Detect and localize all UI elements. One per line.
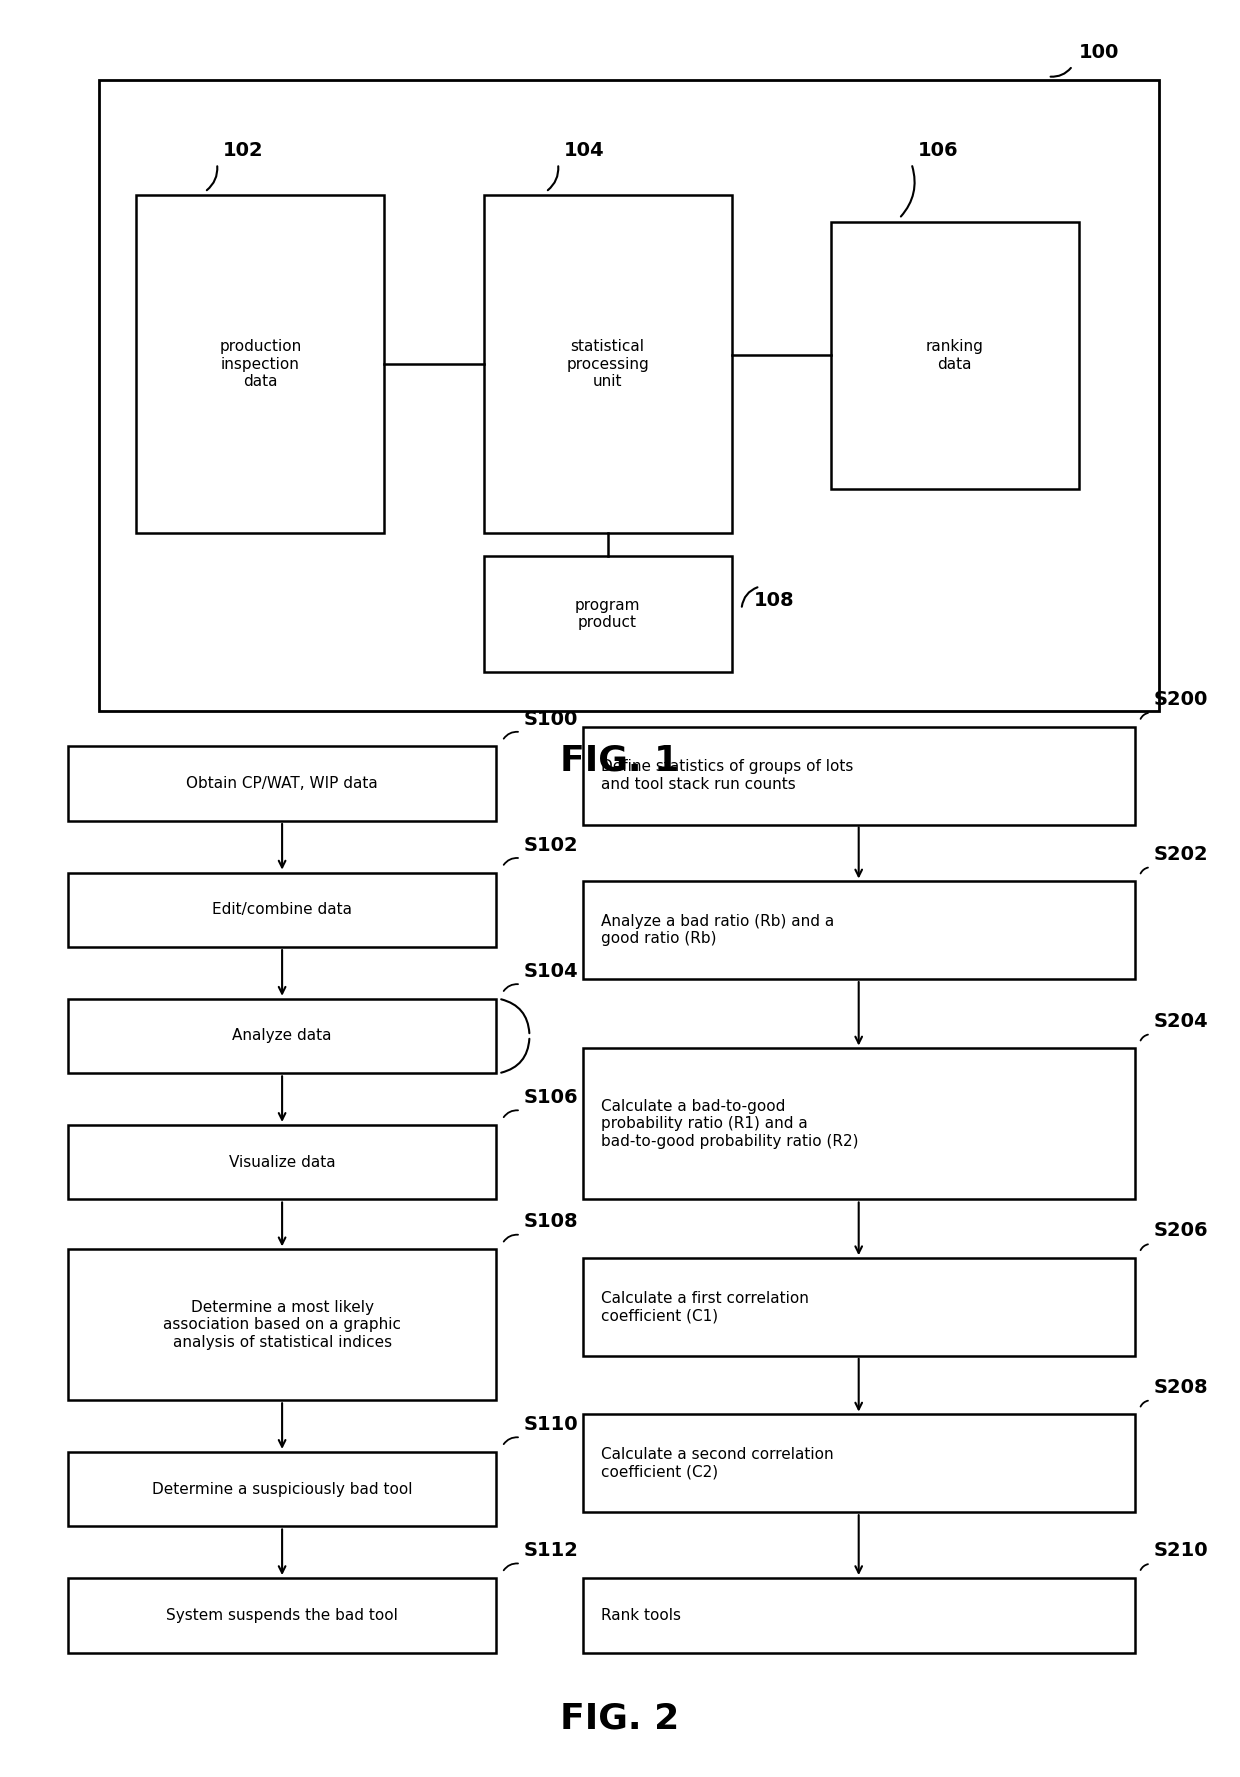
Text: Determine a suspiciously bad tool: Determine a suspiciously bad tool bbox=[151, 1482, 413, 1496]
Text: 102: 102 bbox=[223, 140, 264, 160]
Text: S200: S200 bbox=[1153, 689, 1208, 709]
Bar bbox=[68, 746, 496, 821]
Text: S206: S206 bbox=[1153, 1221, 1208, 1240]
Bar bbox=[68, 999, 496, 1073]
Text: 108: 108 bbox=[754, 592, 795, 610]
Text: Edit/combine data: Edit/combine data bbox=[212, 903, 352, 917]
Text: Analyze a bad ratio (Rb) and a
good ratio (Rb): Analyze a bad ratio (Rb) and a good rati… bbox=[601, 913, 835, 947]
Text: Rank tools: Rank tools bbox=[601, 1608, 682, 1622]
Text: 100: 100 bbox=[1079, 43, 1120, 62]
Text: Calculate a first correlation
coefficient (C1): Calculate a first correlation coefficien… bbox=[601, 1290, 810, 1324]
Text: Define statistics of groups of lots
and tool stack run counts: Define statistics of groups of lots and … bbox=[601, 759, 854, 793]
Bar bbox=[68, 1452, 496, 1526]
Bar bbox=[68, 1125, 496, 1199]
Text: FIG. 2: FIG. 2 bbox=[560, 1701, 680, 1736]
Text: program
product: program product bbox=[575, 597, 640, 631]
Text: S108: S108 bbox=[523, 1212, 578, 1231]
Bar bbox=[583, 727, 1135, 825]
Text: ranking
data: ranking data bbox=[926, 339, 983, 371]
Text: Obtain CP/WAT, WIP data: Obtain CP/WAT, WIP data bbox=[186, 777, 378, 791]
Text: Calculate a bad-to-good
probability ratio (R1) and a
bad-to-good probability rat: Calculate a bad-to-good probability rati… bbox=[601, 1098, 859, 1150]
Text: S110: S110 bbox=[523, 1414, 578, 1434]
Text: S112: S112 bbox=[523, 1541, 578, 1560]
Text: S102: S102 bbox=[523, 835, 578, 855]
Text: 104: 104 bbox=[564, 140, 605, 160]
Bar bbox=[831, 222, 1079, 489]
Text: FIG. 1: FIG. 1 bbox=[560, 743, 680, 778]
Text: S208: S208 bbox=[1153, 1377, 1208, 1397]
Bar bbox=[583, 881, 1135, 979]
Text: S106: S106 bbox=[523, 1088, 578, 1107]
Text: Determine a most likely
association based on a graphic
analysis of statistical i: Determine a most likely association base… bbox=[164, 1299, 401, 1351]
Bar bbox=[583, 1578, 1135, 1653]
Bar bbox=[68, 873, 496, 947]
Bar bbox=[68, 1249, 496, 1400]
Text: Analyze data: Analyze data bbox=[232, 1029, 332, 1043]
Text: statistical
processing
unit: statistical processing unit bbox=[567, 339, 649, 389]
Text: S210: S210 bbox=[1153, 1541, 1208, 1560]
Bar bbox=[583, 1258, 1135, 1356]
Bar bbox=[583, 1414, 1135, 1512]
Bar bbox=[583, 1048, 1135, 1199]
Bar bbox=[68, 1578, 496, 1653]
Text: production
inspection
data: production inspection data bbox=[219, 339, 301, 389]
Bar bbox=[136, 195, 384, 533]
Text: S202: S202 bbox=[1153, 844, 1208, 864]
Text: S100: S100 bbox=[523, 709, 578, 729]
Text: System suspends the bad tool: System suspends the bad tool bbox=[166, 1608, 398, 1622]
Text: S104: S104 bbox=[523, 961, 578, 981]
Bar bbox=[484, 195, 732, 533]
Text: S204: S204 bbox=[1153, 1011, 1208, 1031]
Bar bbox=[99, 80, 1159, 711]
Text: Calculate a second correlation
coefficient (C2): Calculate a second correlation coefficie… bbox=[601, 1446, 835, 1480]
Text: Visualize data: Visualize data bbox=[229, 1155, 335, 1169]
Text: 106: 106 bbox=[918, 140, 959, 160]
Bar bbox=[484, 556, 732, 672]
